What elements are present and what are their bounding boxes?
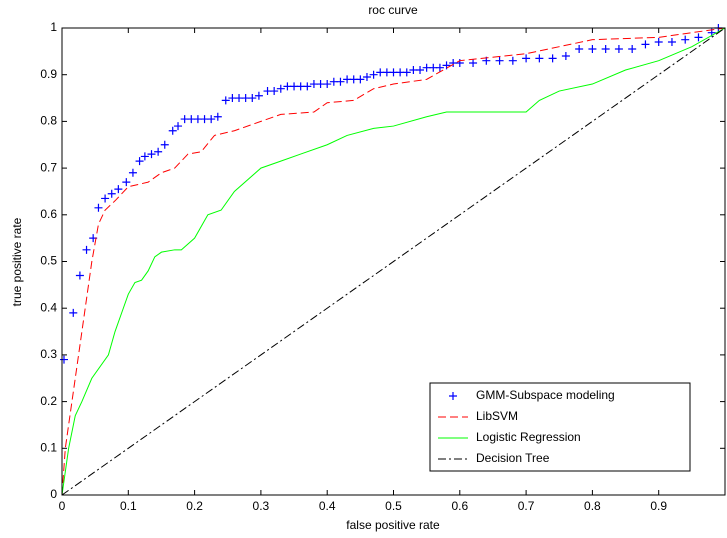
data-point <box>614 45 623 54</box>
x-tick-label: 0.2 <box>186 499 203 513</box>
data-point <box>174 122 183 131</box>
data-point <box>69 308 78 317</box>
x-axis-label: false positive rate <box>346 518 440 532</box>
data-point <box>107 189 116 198</box>
y-tick-label: 0.2 <box>40 394 57 408</box>
data-point <box>168 126 177 135</box>
data-point <box>601 45 610 54</box>
y-tick-label: 0.3 <box>40 347 57 361</box>
data-point <box>628 45 637 54</box>
y-tick-label: 0.4 <box>40 300 57 314</box>
data-point <box>548 54 557 63</box>
data-point <box>435 63 444 72</box>
series-line <box>61 27 726 496</box>
x-tick-label: 0.7 <box>518 499 535 513</box>
x-tick-label: 0.8 <box>584 499 601 513</box>
data-point <box>402 68 411 77</box>
data-point <box>442 61 451 70</box>
series-line <box>61 27 726 496</box>
data-point <box>213 112 222 121</box>
data-point <box>323 80 332 89</box>
y-tick-label: 1 <box>50 20 57 34</box>
data-point <box>522 54 531 63</box>
y-tick-label: 0 <box>50 487 57 501</box>
y-tick-label: 0.9 <box>40 67 57 81</box>
y-tick-label: 0.5 <box>40 254 57 268</box>
data-point <box>114 185 123 194</box>
y-tick-label: 0.7 <box>40 160 57 174</box>
x-tick-label: 0.3 <box>253 499 270 513</box>
data-point <box>147 150 156 159</box>
data-point <box>270 87 279 96</box>
data-point <box>681 35 690 44</box>
plot-frame <box>61 27 726 496</box>
data-point <box>276 84 285 93</box>
data-point <box>588 45 597 54</box>
data-point <box>94 203 103 212</box>
data-point <box>140 152 149 161</box>
data-point <box>495 56 504 65</box>
data-point <box>59 355 68 364</box>
data-point <box>508 56 517 65</box>
x-tick-label: 0.4 <box>319 499 336 513</box>
data-point <box>75 271 84 280</box>
chart-title: roc curve <box>368 3 418 17</box>
data-point <box>160 140 169 149</box>
data-point <box>369 70 378 79</box>
data-point <box>128 168 137 177</box>
x-tick-label: 0 <box>59 499 66 513</box>
data-point <box>356 75 365 84</box>
legend-label: Decision Tree <box>476 451 550 465</box>
data-point <box>641 40 650 49</box>
y-tick-label: 0.8 <box>40 114 57 128</box>
data-point <box>221 96 230 105</box>
data-point <box>135 157 144 166</box>
data-point <box>654 38 663 47</box>
data-point <box>561 52 570 61</box>
legend-box <box>429 382 691 472</box>
data-point <box>101 194 110 203</box>
data-point <box>469 59 478 68</box>
legend-swatch <box>449 392 457 400</box>
data-point <box>254 91 263 100</box>
data-point <box>416 66 425 75</box>
data-point <box>154 147 163 156</box>
y-axis-label: true positive rate <box>10 217 24 306</box>
data-point <box>694 33 703 42</box>
legend-label: GMM-Subspace modeling <box>476 388 615 402</box>
x-tick-label: 0.9 <box>650 499 667 513</box>
x-tick-label: 0.1 <box>120 499 137 513</box>
data-point <box>535 54 544 63</box>
data-point <box>82 245 91 254</box>
data-point <box>336 77 345 86</box>
legend: GMM-Subspace modeling LibSVM Logistic Regr… <box>429 382 691 472</box>
data-point <box>303 82 312 91</box>
series-line <box>61 27 726 496</box>
x-tick-label: 0.6 <box>451 499 468 513</box>
data-point <box>122 178 131 187</box>
legend-label: LibSVM <box>476 409 518 423</box>
data-point <box>248 94 257 103</box>
legend-label: Logistic Regression <box>476 430 581 444</box>
y-tick-label: 0.1 <box>40 440 57 454</box>
x-tick-label: 0.5 <box>385 499 402 513</box>
data-point <box>207 115 216 124</box>
data-point <box>667 38 676 47</box>
data-point <box>575 45 584 54</box>
y-tick-label: 0.6 <box>40 207 57 221</box>
data-point <box>362 73 371 82</box>
